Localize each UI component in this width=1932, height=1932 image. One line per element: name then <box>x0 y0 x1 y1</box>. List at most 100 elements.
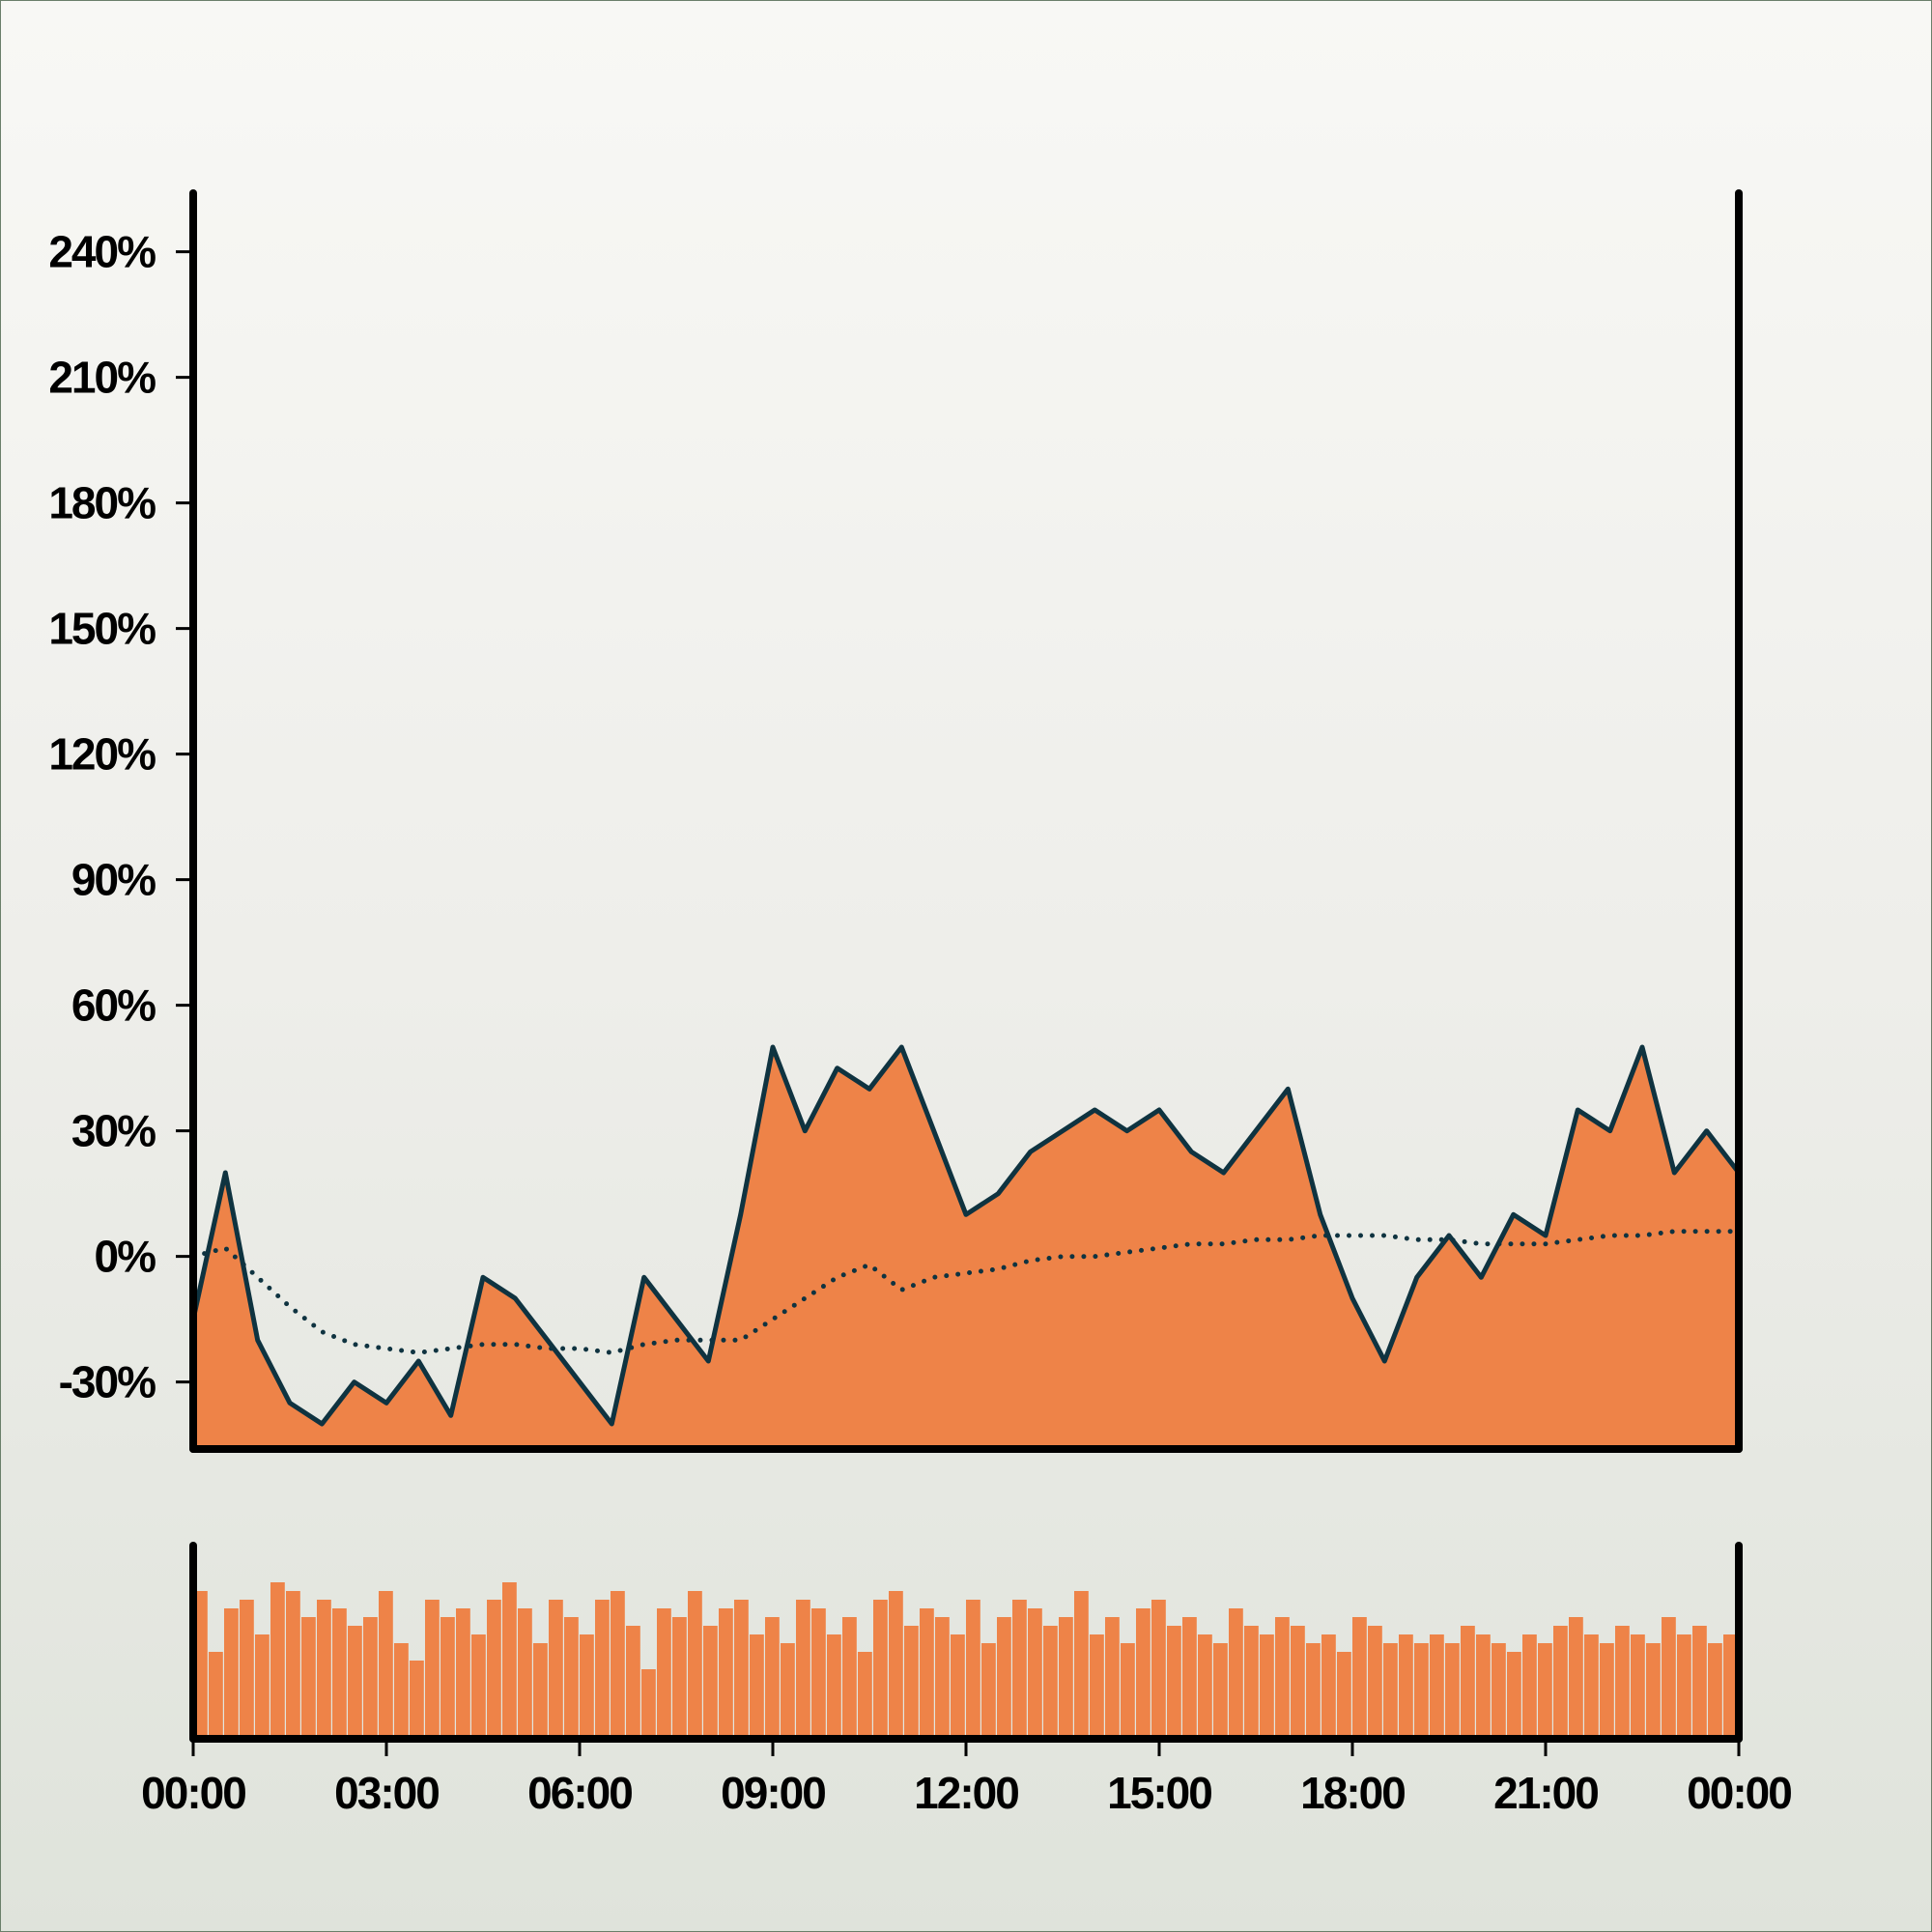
volume-bar <box>1615 1626 1630 1739</box>
volume-bar <box>394 1643 409 1739</box>
volume-bar <box>1600 1643 1614 1739</box>
volume-bar <box>1012 1600 1027 1739</box>
volume-bar <box>904 1626 919 1739</box>
volume-bar <box>332 1608 347 1739</box>
volume-bar <box>981 1643 996 1739</box>
volume-bar <box>317 1600 331 1739</box>
volume-bar <box>1121 1643 1135 1739</box>
volume-bar <box>1507 1652 1521 1739</box>
volume-bar <box>1198 1634 1212 1739</box>
volume-bar <box>781 1643 795 1739</box>
volume-bar <box>456 1608 470 1739</box>
volume-bar <box>1229 1608 1243 1739</box>
volume-bar <box>1522 1634 1537 1739</box>
volume-bar <box>1677 1634 1691 1739</box>
volume-bar <box>1662 1617 1676 1739</box>
volume-bar <box>1275 1617 1290 1739</box>
y-tick-label: 180% <box>48 478 156 528</box>
y-tick-label: 150% <box>48 604 156 654</box>
volume-bar <box>657 1608 671 1739</box>
volume-bar <box>920 1608 934 1739</box>
volume-panel: 00:00 03:00 06:00 09:00 12:00 15:00 18:00 21:00… <box>141 1542 1793 1818</box>
volume-bar <box>595 1600 610 1739</box>
y-tick-label: 30% <box>71 1106 156 1156</box>
volume-bar <box>688 1591 702 1739</box>
volume-bar <box>1059 1617 1073 1739</box>
y-tick-label: -30% <box>59 1357 156 1407</box>
volume-bar <box>1631 1634 1645 1739</box>
x-tick-label: 00:00 <box>1687 1768 1791 1818</box>
volume-bar <box>1414 1643 1429 1739</box>
x-tick-label: 00:00 <box>141 1768 245 1818</box>
volume-bar <box>502 1582 517 1739</box>
volume-bar <box>270 1582 285 1739</box>
volume-bar <box>1291 1626 1305 1739</box>
y-tick-label: 120% <box>48 729 156 780</box>
volume-bar <box>1368 1626 1382 1739</box>
volume-bar <box>549 1600 563 1739</box>
volume-bar <box>1151 1600 1166 1739</box>
volume-bar <box>564 1617 579 1739</box>
volume-bar <box>255 1634 270 1739</box>
volume-bar <box>1553 1626 1568 1739</box>
volume-bar <box>966 1600 980 1739</box>
volume-bar <box>765 1617 780 1739</box>
y-tick-label: 60% <box>71 980 156 1031</box>
volume-bar <box>1105 1617 1120 1739</box>
volume-bar <box>1646 1643 1661 1739</box>
volume-bar <box>811 1608 826 1739</box>
volume-bar <box>858 1652 872 1739</box>
volume-bar <box>1430 1634 1444 1739</box>
volume-bar <box>1028 1608 1042 1739</box>
volume-bar <box>889 1591 903 1739</box>
volume-bar <box>1538 1643 1552 1739</box>
y-tick-label: 240% <box>48 227 156 277</box>
volume-bar <box>750 1634 764 1739</box>
x-tick-label: 03:00 <box>334 1768 439 1818</box>
volume-bar <box>1306 1643 1321 1739</box>
volume-bar <box>1461 1626 1475 1739</box>
volume-bar <box>286 1591 300 1739</box>
volume-bar <box>471 1634 486 1739</box>
volume-bar <box>224 1608 239 1739</box>
volume-bar <box>1383 1643 1398 1739</box>
volume-bar <box>533 1643 548 1739</box>
volume-bar <box>951 1634 965 1739</box>
volume-bar <box>1692 1626 1707 1739</box>
volume-bar <box>1244 1626 1259 1739</box>
volume-bar <box>1090 1634 1104 1739</box>
volume-bar <box>842 1617 857 1739</box>
volume-bar <box>240 1600 254 1739</box>
volume-bar <box>1074 1591 1089 1739</box>
volume-bar <box>641 1669 656 1739</box>
volume-bar <box>1476 1634 1491 1739</box>
volume-bar <box>487 1600 501 1739</box>
volume-bar <box>997 1617 1011 1739</box>
volume-bar <box>209 1652 223 1739</box>
volume-bar <box>1352 1617 1367 1739</box>
main-panel: 240% 210% 180% 150% 120% 90% 60% 30% 0% -30% <box>48 189 1743 1453</box>
volume-bar <box>410 1661 424 1739</box>
volume-bar <box>518 1608 532 1739</box>
volume-bar <box>1445 1643 1460 1739</box>
volume-bar <box>827 1634 841 1739</box>
x-tick-label: 12:00 <box>914 1768 1018 1818</box>
volume-bar <box>935 1617 950 1739</box>
volume-bar <box>796 1600 810 1739</box>
volume-bar <box>1213 1643 1228 1739</box>
x-tick-label: 09:00 <box>721 1768 825 1818</box>
x-tick-label: 21:00 <box>1493 1768 1598 1818</box>
y-tick-label: 90% <box>71 855 156 905</box>
volume-bar <box>626 1626 640 1739</box>
volume-bar <box>1136 1608 1151 1739</box>
volume-bar <box>1167 1626 1181 1739</box>
volume-bar <box>1260 1634 1274 1739</box>
volume-bar <box>1584 1634 1599 1739</box>
volume-bar <box>1708 1643 1722 1739</box>
x-tick-label: 18:00 <box>1300 1768 1405 1818</box>
volume-bar <box>734 1600 749 1739</box>
volume-bar <box>719 1608 733 1739</box>
area-fill <box>193 1047 1739 1449</box>
volume-bar <box>611 1591 625 1739</box>
